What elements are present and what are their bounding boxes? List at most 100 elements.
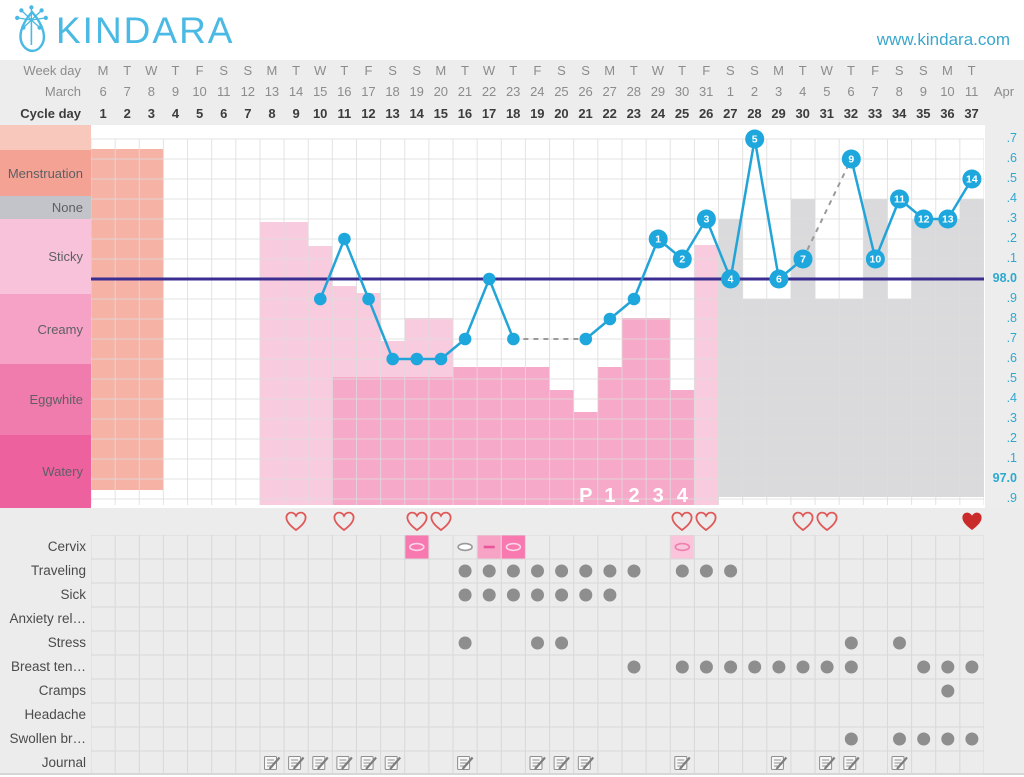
intercourse-heart[interactable]	[430, 511, 452, 532]
fluid-bar-day22[interactable]	[597, 367, 622, 505]
journal-icon[interactable]	[529, 756, 546, 770]
fluid-bar-day14[interactable]	[404, 377, 429, 505]
fluid-bar-day29[interactable]	[766, 299, 791, 497]
fluid-bar-day14[interactable]	[404, 318, 429, 377]
fluid-bar-day15[interactable]	[428, 377, 454, 505]
fluid-bar-day17[interactable]	[477, 367, 502, 505]
temp-dot[interactable]	[603, 312, 617, 326]
journal-icon[interactable]	[843, 756, 860, 770]
cervix-cell[interactable]	[501, 535, 525, 559]
journal-icon[interactable]	[336, 756, 353, 770]
symptom-dot-breastten[interactable]	[941, 660, 955, 674]
fluid-bar-day30[interactable]	[790, 199, 816, 497]
fluid-bar-day27[interactable]	[718, 219, 743, 497]
symptom-dot-traveling[interactable]	[627, 564, 641, 578]
temp-dot-numbered[interactable]	[648, 229, 668, 249]
journal-icon[interactable]	[457, 756, 474, 770]
temp-dot[interactable]	[410, 352, 424, 366]
temp-dot-numbered[interactable]	[962, 169, 982, 189]
fluid-bar-day12[interactable]	[356, 293, 381, 377]
intercourse-heart[interactable]	[406, 511, 428, 532]
fluid-bar-day8[interactable]	[259, 222, 285, 505]
symptom-dot-breastten[interactable]	[820, 660, 834, 674]
symptom-dot-traveling[interactable]	[699, 564, 713, 578]
intercourse-heart[interactable]	[816, 511, 838, 532]
fluid-bar-day20[interactable]	[549, 390, 574, 505]
symptom-dot-traveling[interactable]	[579, 564, 593, 578]
journal-icon[interactable]	[360, 756, 377, 770]
fluid-bar-day37[interactable]	[959, 199, 984, 497]
fluid-bar-day15[interactable]	[428, 318, 454, 377]
site-url-link[interactable]: www.kindara.com	[876, 30, 1010, 49]
temp-dot-numbered[interactable]	[938, 209, 958, 229]
symptom-dot-traveling[interactable]	[603, 564, 617, 578]
symptom-dot-traveling[interactable]	[458, 564, 472, 578]
temp-dot-numbered[interactable]	[865, 249, 885, 269]
fluid-bar-day36[interactable]	[935, 219, 960, 497]
symptom-dot-sick[interactable]	[579, 588, 593, 602]
symptom-dot-sick[interactable]	[458, 588, 472, 602]
fluid-bar-day9[interactable]	[284, 222, 309, 505]
cervix-icon[interactable]	[408, 542, 425, 552]
symptom-dot-swollenbr[interactable]	[965, 732, 979, 746]
journal-icon[interactable]	[553, 756, 570, 770]
symptom-dot-stress[interactable]	[893, 636, 906, 650]
symptom-dot-breastten[interactable]	[627, 660, 641, 674]
fluid-bar-day18[interactable]	[501, 367, 526, 505]
fluid-bar-day28[interactable]	[742, 299, 767, 497]
symptom-dot-traveling[interactable]	[506, 564, 520, 578]
temp-dot-numbered[interactable]	[721, 269, 741, 289]
symptom-dot-breastten[interactable]	[724, 660, 738, 674]
intercourse-heart[interactable]	[695, 511, 717, 532]
symptom-dot-cramps[interactable]	[941, 684, 955, 698]
symptom-dot-traveling[interactable]	[531, 564, 544, 578]
temp-dot[interactable]	[386, 352, 400, 366]
journal-icon[interactable]	[819, 756, 836, 770]
temp-dot[interactable]	[627, 292, 641, 306]
temp-dot-numbered[interactable]	[914, 209, 934, 229]
temp-dot-numbered[interactable]	[672, 249, 692, 269]
journal-icon[interactable]	[577, 756, 595, 770]
temp-dot[interactable]	[314, 292, 327, 306]
symptom-dot-breastten[interactable]	[965, 660, 979, 674]
symptom-dot-swollenbr[interactable]	[893, 732, 906, 746]
cervix-icon[interactable]	[457, 542, 473, 552]
fluid-bar-day11[interactable]	[332, 377, 357, 505]
intercourse-heart[interactable]	[671, 511, 693, 532]
symptom-dot-stress[interactable]	[458, 636, 472, 650]
symptom-dot-sick[interactable]	[506, 588, 520, 602]
fluid-bar-day26[interactable]	[694, 245, 719, 505]
symptom-dot-breastten[interactable]	[748, 660, 762, 674]
symptom-dot-traveling[interactable]	[675, 564, 689, 578]
symptom-dot-sick[interactable]	[482, 588, 496, 602]
symptom-dot-sick[interactable]	[555, 588, 569, 602]
intercourse-heart[interactable]	[333, 511, 355, 532]
symptom-dot-stress[interactable]	[555, 636, 569, 650]
symptom-dot-swollenbr[interactable]	[844, 732, 858, 746]
temp-dot[interactable]	[362, 292, 375, 306]
fluid-bar-day33[interactable]	[863, 199, 888, 497]
journal-icon[interactable]	[312, 756, 329, 770]
symptom-dot-breastten[interactable]	[772, 660, 786, 674]
journal-icon[interactable]	[891, 756, 908, 770]
temp-dot-numbered[interactable]	[769, 269, 789, 289]
intercourse-heart-filled[interactable]	[961, 511, 983, 532]
fluid-bar-day32[interactable]	[839, 299, 864, 497]
symptom-dot-swollenbr[interactable]	[941, 732, 955, 746]
temp-dot-numbered[interactable]	[696, 209, 716, 229]
symptom-dot-swollenbr[interactable]	[917, 732, 931, 746]
fluid-bar-day24[interactable]	[646, 318, 671, 505]
temp-dot[interactable]	[579, 332, 593, 346]
fluid-bar-day31[interactable]	[815, 299, 840, 497]
symptom-dot-traveling[interactable]	[724, 564, 738, 578]
symptom-dot-breastten[interactable]	[699, 660, 713, 674]
symptom-dot-breastten[interactable]	[917, 660, 931, 674]
symptom-dot-breastten[interactable]	[844, 660, 858, 674]
fluid-bar-day19[interactable]	[525, 367, 550, 505]
fluid-bar-day13[interactable]	[380, 377, 405, 505]
symptom-dot-sick[interactable]	[531, 588, 544, 602]
temp-dot-numbered[interactable]	[745, 129, 765, 149]
fluid-bar-day25[interactable]	[670, 390, 695, 505]
journal-icon[interactable]	[384, 756, 402, 770]
temp-dot[interactable]	[434, 352, 448, 366]
